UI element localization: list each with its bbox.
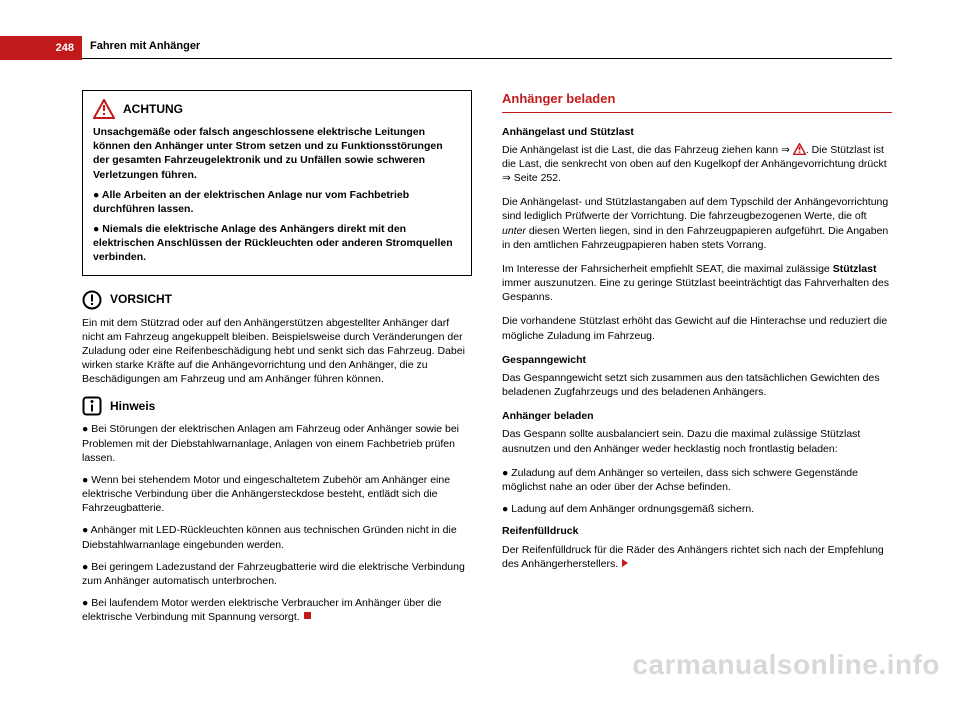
s1-p3-strong: Stützlast — [833, 263, 877, 275]
warning-triangle-icon — [93, 99, 115, 119]
hinweis-head: Hinweis — [82, 396, 472, 416]
s3-b1: ● Zuladung auf dem Anhänger so verteilen… — [502, 466, 892, 494]
watermark: carmanualsonline.info — [632, 649, 940, 681]
vorsicht-p1: Ein mit dem Stützrad oder auf den Anhäng… — [82, 316, 472, 387]
page-number-tab: 248 — [0, 36, 82, 60]
hinweis-title: Hinweis — [110, 398, 155, 414]
left-column: ACHTUNG Unsachgemäße oder falsch angesch… — [82, 90, 472, 632]
s1-p3b: immer auszunutzen. Eine zu geringe Stütz… — [502, 277, 889, 303]
s1-title: Anhängelast und Stützlast — [502, 125, 892, 139]
s1-p2a: Die Anhängelast- und Stützlastangaben au… — [502, 196, 888, 222]
s1-p1: Die Anhängelast ist die Last, die das Fa… — [502, 143, 892, 186]
hinweis-b1: ● Bei Störungen der elektrischen Anlagen… — [82, 422, 472, 465]
achtung-p2: ● Alle Arbeiten an der elektrischen Anla… — [93, 188, 461, 216]
s1-p2-em: unter — [502, 225, 526, 237]
caution-circle-icon — [82, 290, 102, 310]
continue-arrow-icon — [622, 559, 628, 567]
s2-title: Gespanngewicht — [502, 353, 892, 367]
s1-p3: Im Interesse der Fahrsicherheit empfiehl… — [502, 262, 892, 305]
s4-p1: Der Reifenfülldruck für die Räder des An… — [502, 543, 892, 571]
s3-p1: Das Gespann sollte ausbalanciert sein. D… — [502, 427, 892, 455]
hinweis-b5: ● Bei laufendem Motor werden elektrische… — [82, 596, 472, 624]
achtung-head: ACHTUNG — [93, 99, 461, 119]
hinweis-b3: ● Anhänger mit LED-Rückleuchten können a… — [82, 523, 472, 551]
s1-p2: Die Anhängelast- und Stützlastangaben au… — [502, 195, 892, 252]
s1-p3a: Im Interesse der Fahrsicherheit empfiehl… — [502, 263, 833, 275]
achtung-p3: ● Niemals die elektrische Anlage des Anh… — [93, 222, 461, 265]
s3-b2: ● Ladung auf dem Anhänger ordnungsgemäß … — [502, 502, 892, 516]
achtung-body: Unsachgemäße oder falsch angeschlossene … — [93, 125, 461, 265]
hinweis-b5-text: ● Bei laufendem Motor werden elektrische… — [82, 597, 441, 623]
section-header: Fahren mit Anhänger — [90, 40, 200, 52]
page-number: 248 — [56, 42, 74, 54]
header-rule — [82, 58, 892, 59]
info-square-icon — [82, 396, 102, 416]
achtung-box: ACHTUNG Unsachgemäße oder falsch angesch… — [82, 90, 472, 276]
s1-p2b: diesen Werten liegen, sind in den Fahrze… — [502, 225, 888, 251]
hinweis-b4: ● Bei geringem Ladezustand der Fahrzeugb… — [82, 560, 472, 588]
achtung-title: ACHTUNG — [123, 101, 183, 117]
s4-title: Reifenfülldruck — [502, 524, 892, 538]
end-of-section-icon — [304, 612, 311, 619]
s1-p1a: Die Anhängelast ist die Last, die das Fa… — [502, 144, 790, 156]
vorsicht-head: VORSICHT — [82, 290, 472, 310]
s4-p1-text: Der Reifenfülldruck für die Räder des An… — [502, 544, 884, 570]
hinweis-b2: ● Wenn bei stehendem Motor und eingescha… — [82, 473, 472, 516]
achtung-p1: Unsachgemäße oder falsch angeschlossene … — [93, 125, 461, 182]
s1-p4: Die vorhandene Stützlast erhöht das Gewi… — [502, 314, 892, 342]
inline-warning-triangle-icon — [793, 143, 806, 155]
s3-title: Anhänger beladen — [502, 409, 892, 423]
s2-p1: Das Gespanngewicht setzt sich zusammen a… — [502, 371, 892, 399]
content-columns: ACHTUNG Unsachgemäße oder falsch angesch… — [82, 90, 892, 632]
vorsicht-title: VORSICHT — [110, 291, 172, 307]
right-heading: Anhänger beladen — [502, 90, 892, 113]
right-column: Anhänger beladen Anhängelast und Stützla… — [502, 90, 892, 632]
